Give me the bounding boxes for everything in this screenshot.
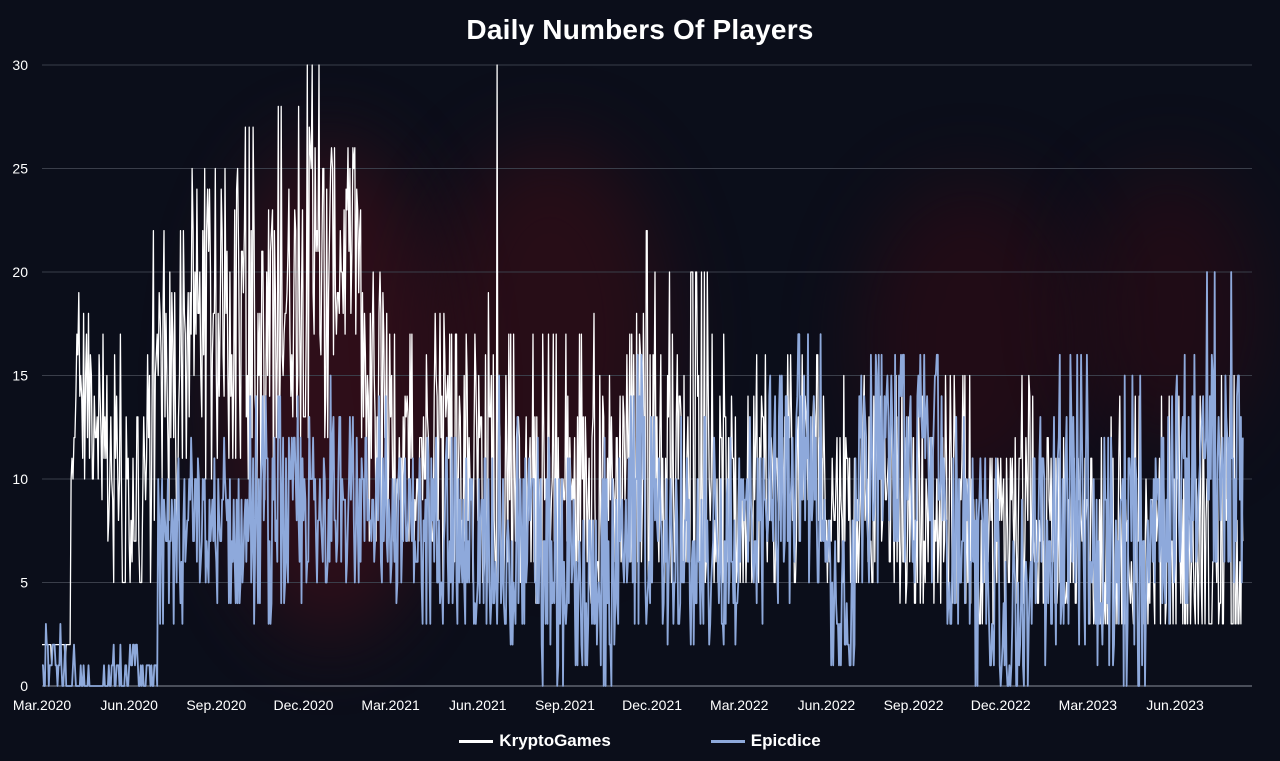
x-tick-label: Jun.2022 [798,697,856,713]
legend-item-epicdice[interactable]: Epicdice [710,731,821,751]
x-tick-label: Dec.2021 [622,697,682,713]
y-tick-label: 20 [12,264,28,280]
x-tick-label: Sep.2021 [535,697,595,713]
y-axis: 0 5 10 15 20 25 30 [12,57,1252,694]
y-tick-label: 0 [20,678,28,694]
x-tick-label: Sep.2020 [186,697,246,713]
x-tick-label: Dec.2020 [273,697,333,713]
series-layer [42,64,1244,687]
legend-label-kryptogames: KryptoGames [499,731,611,750]
x-tick-label: Mar.2022 [710,697,769,713]
y-tick-label: 15 [12,368,28,384]
y-tick-label: 5 [20,575,28,591]
x-tick-label: Jun.2021 [449,697,507,713]
y-tick-label: 30 [12,57,28,73]
x-tick-label: Mar.2023 [1059,697,1118,713]
legend: KryptoGames Epicdice [0,731,1280,751]
x-tick-label: Sep.2022 [884,697,944,713]
chart-title: Daily Numbers Of Players [466,14,814,45]
legend-swatch-kryptogames [459,739,494,743]
x-tick-label: Jun.2020 [100,697,158,713]
x-tick-label: Jun.2023 [1146,697,1204,713]
x-tick-label: Mar.2020 [13,697,72,713]
y-tick-label: 10 [12,471,28,487]
legend-label-epicdice: Epicdice [750,731,821,750]
y-tick-label: 25 [12,161,28,177]
x-tick-label: Dec.2022 [971,697,1031,713]
legend-item-kryptogames[interactable]: KryptoGames [459,731,611,751]
series-line-epicdice [42,271,1244,687]
x-tick-label: Mar.2021 [361,697,420,713]
legend-swatch-epicdice [710,739,745,743]
x-axis: Mar.2020 Jun.2020 Sep.2020 Dec.2020 Mar.2021… [13,697,1204,713]
